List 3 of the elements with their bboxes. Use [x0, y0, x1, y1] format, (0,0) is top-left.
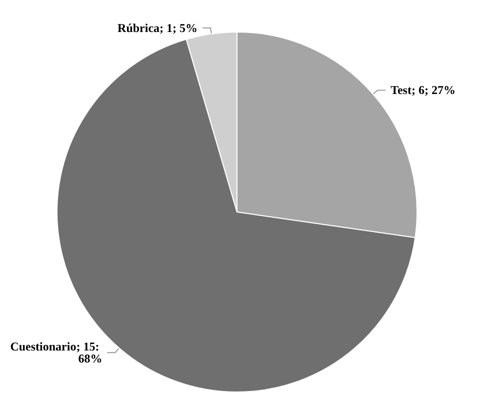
slice-label: Cuestionario; 15: 68%	[10, 340, 102, 366]
slice-label: Test; 6; 27%	[390, 83, 456, 98]
slice-label: Rúbrica; 1; 5%	[118, 20, 198, 35]
